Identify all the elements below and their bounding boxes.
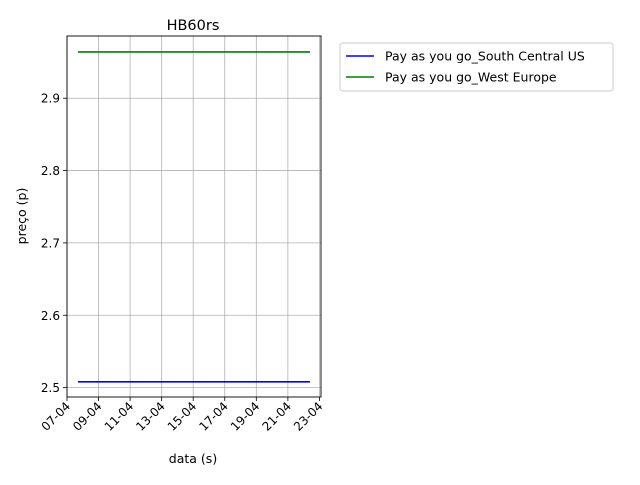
plot-frame bbox=[66, 35, 322, 398]
x-tick-label: 19-04 bbox=[228, 399, 263, 434]
chart-title: HB60rs bbox=[167, 18, 220, 34]
x-tick-label: 11-04 bbox=[102, 399, 137, 434]
y-tick-label: 2.6 bbox=[41, 309, 60, 323]
x-tick-label: 17-04 bbox=[196, 399, 231, 434]
legend-label-0: Pay as you go_South Central US bbox=[385, 49, 585, 64]
legend-box bbox=[339, 42, 614, 92]
legend: Pay as you go_South Central US Pay as you… bbox=[339, 42, 614, 92]
grid bbox=[66, 36, 321, 397]
x-tick-label: 15-04 bbox=[165, 399, 200, 434]
series-layer bbox=[78, 51, 310, 383]
y-tick-label: 2.8 bbox=[41, 164, 60, 178]
x-axis-label: data (s) bbox=[169, 451, 217, 466]
x-tick-label: 23-04 bbox=[291, 399, 326, 434]
x-tick-label: 21-04 bbox=[259, 399, 294, 434]
y-tick-label: 2.5 bbox=[41, 381, 60, 395]
y-tick-label: 2.9 bbox=[41, 92, 60, 106]
legend-label-1: Pay as you go_West Europe bbox=[385, 70, 557, 85]
x-tick-label: 07-04 bbox=[39, 399, 74, 434]
x-tick-label: 13-04 bbox=[133, 399, 168, 434]
y-axis-label: preço (p) bbox=[14, 188, 29, 245]
x-axis: 07-0409-0411-0413-0415-0417-0419-0421-04… bbox=[39, 397, 326, 434]
y-axis: 2.5 2.6 2.7 2.8 2.9 bbox=[41, 92, 67, 395]
y-tick-label: 2.7 bbox=[41, 236, 60, 250]
x-tick-label: 09-04 bbox=[70, 399, 105, 434]
